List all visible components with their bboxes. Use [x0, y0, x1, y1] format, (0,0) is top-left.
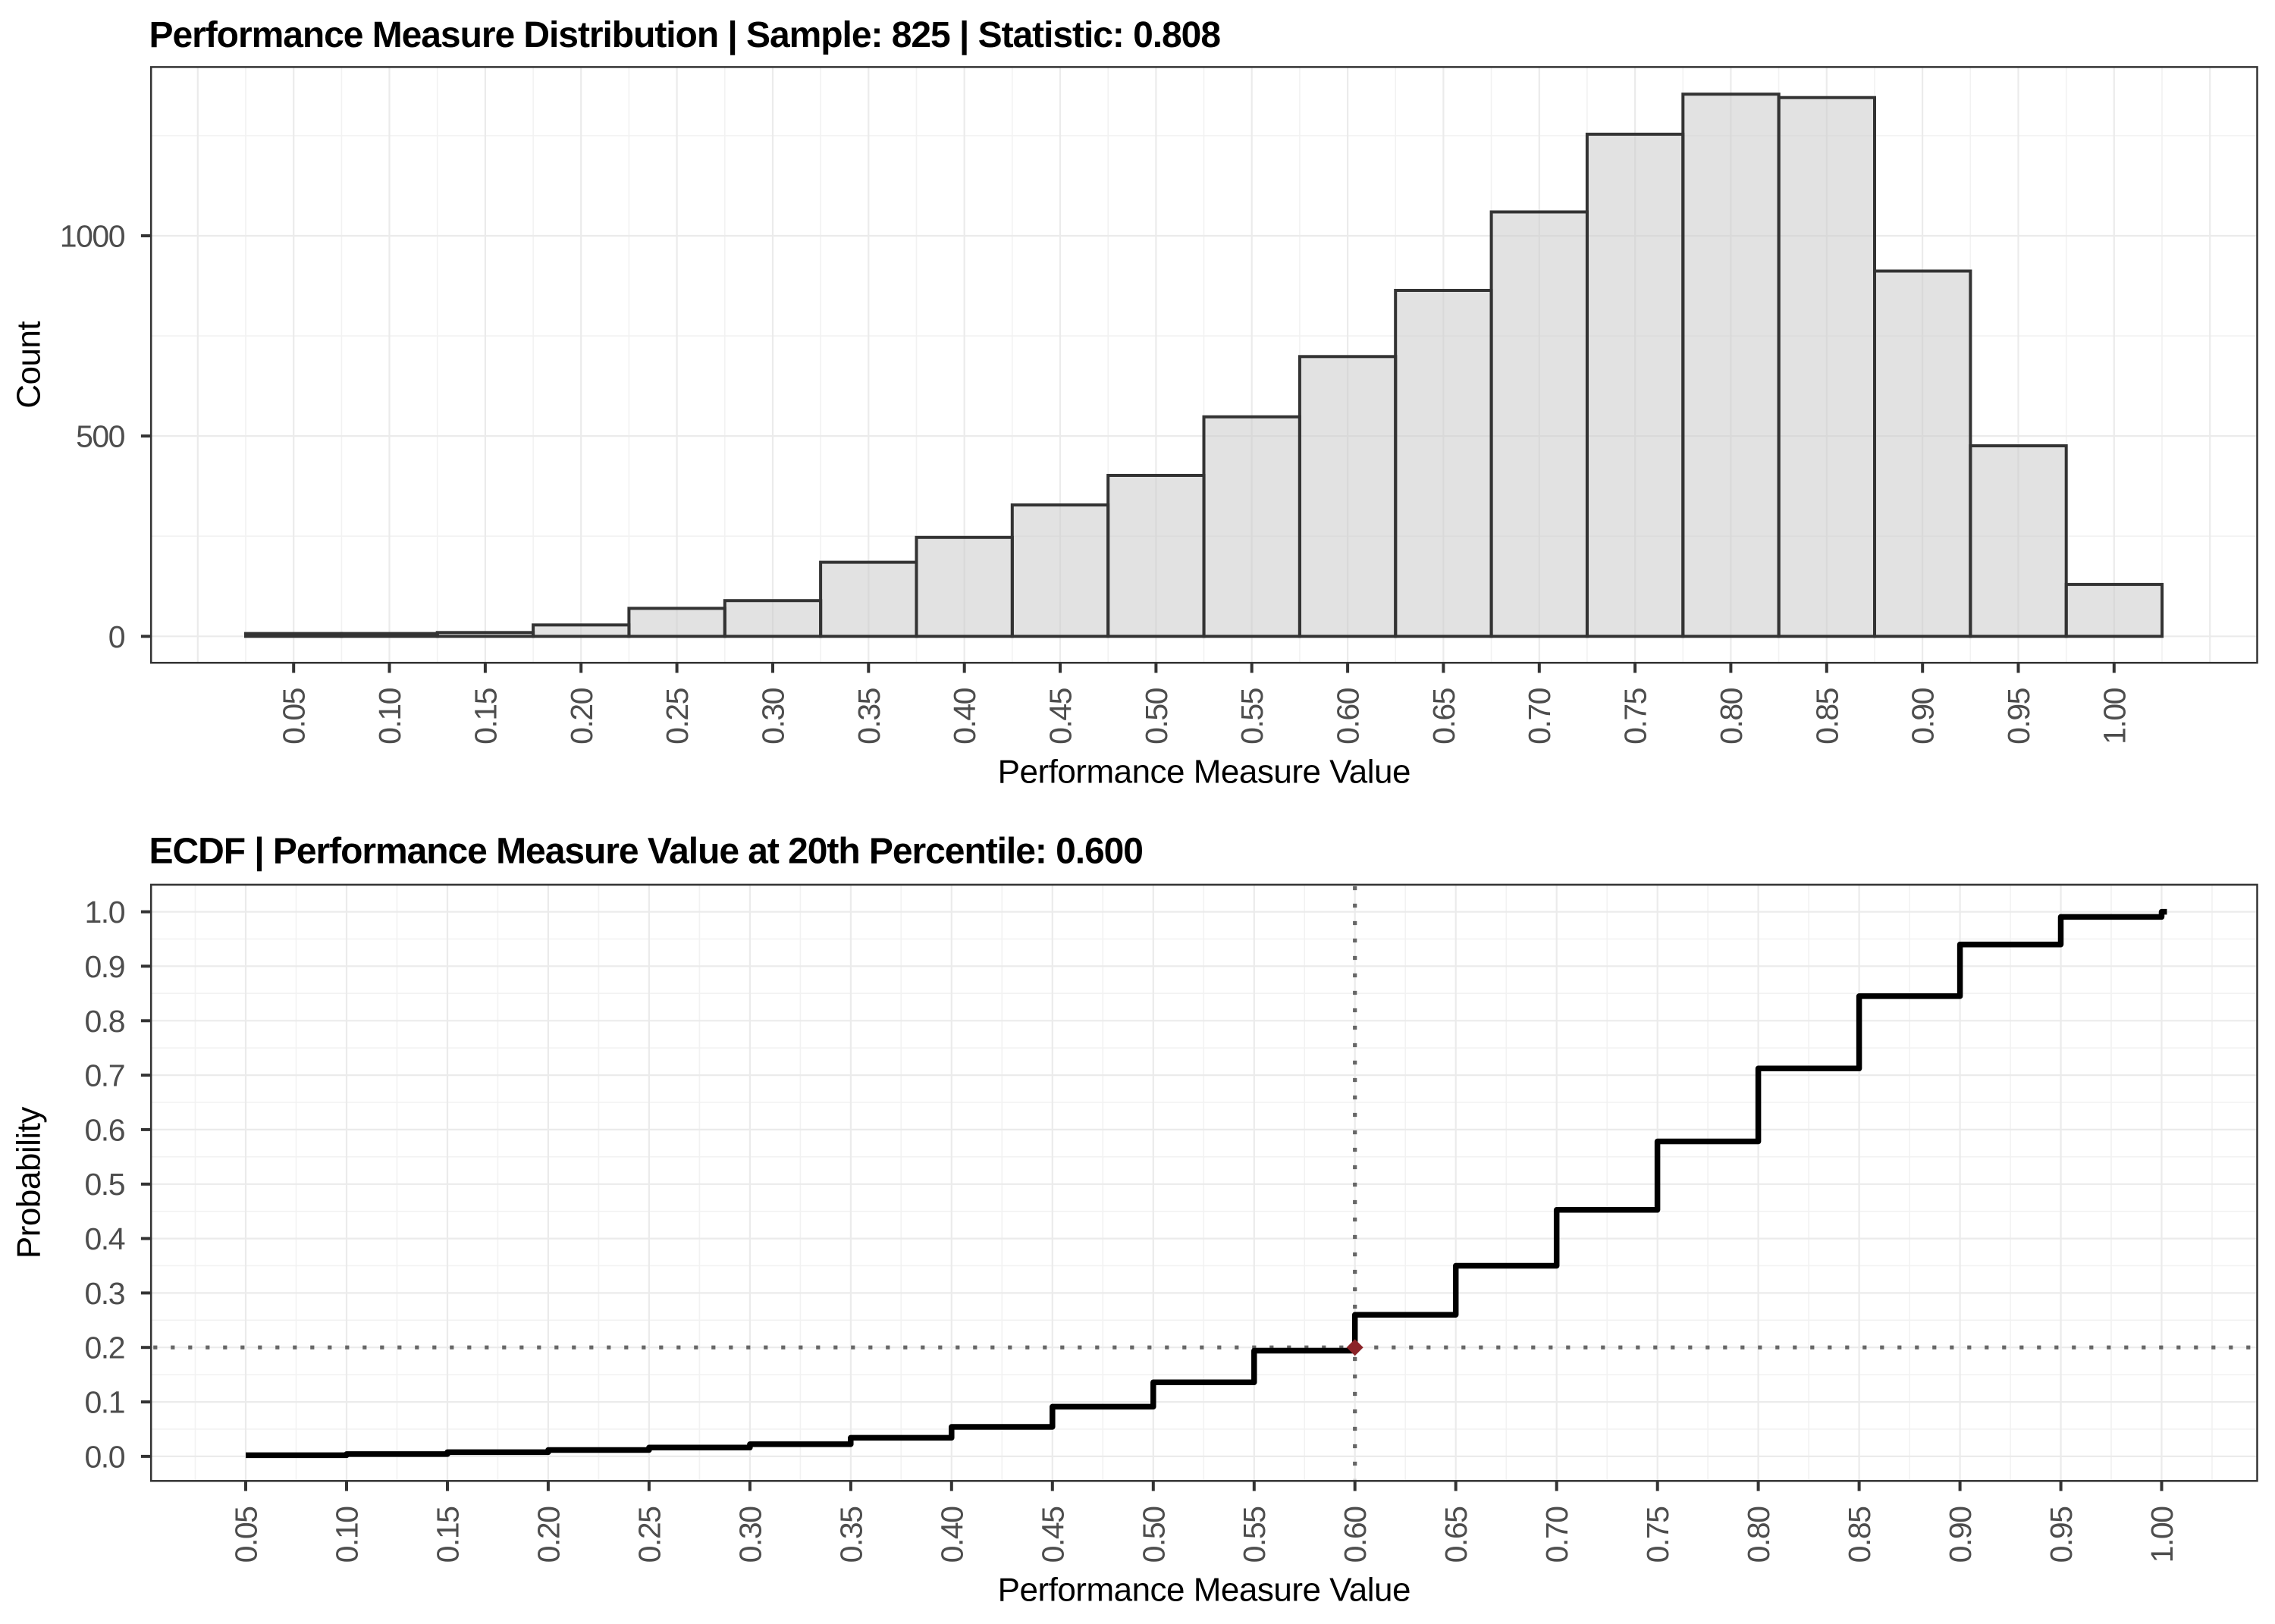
svg-text:0.55: 0.55 — [1237, 1506, 1272, 1563]
svg-text:0.55: 0.55 — [1235, 688, 1269, 744]
svg-text:0.05: 0.05 — [229, 1506, 264, 1563]
svg-text:0.75: 0.75 — [1640, 1506, 1675, 1563]
svg-text:0.45: 0.45 — [1043, 688, 1078, 744]
svg-text:0.8: 0.8 — [85, 1004, 125, 1039]
svg-text:0.30: 0.30 — [756, 688, 791, 744]
svg-text:0.70: 0.70 — [1522, 688, 1557, 744]
svg-text:0.10: 0.10 — [372, 688, 407, 744]
svg-text:0.90: 0.90 — [1906, 688, 1941, 744]
svg-text:1.00: 1.00 — [2097, 688, 2132, 744]
svg-text:0.35: 0.35 — [852, 688, 886, 744]
svg-text:1000: 1000 — [60, 219, 125, 254]
svg-text:0.90: 0.90 — [1943, 1506, 1978, 1563]
svg-text:Performance Measure Distributi: Performance Measure Distribution | Sampl… — [149, 15, 1221, 55]
svg-text:0.6: 0.6 — [85, 1112, 125, 1147]
svg-text:0.0: 0.0 — [85, 1439, 125, 1474]
svg-text:1.00: 1.00 — [2145, 1506, 2179, 1563]
svg-text:0.80: 0.80 — [1714, 688, 1749, 744]
svg-text:0.20: 0.20 — [564, 688, 599, 744]
svg-text:0: 0 — [108, 619, 125, 654]
svg-text:0.25: 0.25 — [660, 688, 695, 744]
svg-text:0.95: 0.95 — [2044, 1506, 2079, 1563]
svg-text:0.9: 0.9 — [85, 949, 125, 984]
svg-text:0.4: 0.4 — [85, 1221, 125, 1256]
svg-text:0.65: 0.65 — [1439, 1506, 1473, 1563]
svg-text:0.15: 0.15 — [431, 1506, 466, 1563]
svg-text:0.50: 0.50 — [1136, 1506, 1171, 1563]
svg-text:0.40: 0.40 — [934, 1506, 969, 1563]
svg-text:0.45: 0.45 — [1035, 1506, 1070, 1563]
svg-text:0.5: 0.5 — [85, 1167, 125, 1202]
svg-text:Probability: Probability — [10, 1107, 47, 1259]
svg-text:0.60: 0.60 — [1331, 688, 1366, 744]
svg-text:0.60: 0.60 — [1338, 1506, 1373, 1563]
svg-text:0.85: 0.85 — [1809, 688, 1844, 744]
svg-text:1.0: 1.0 — [85, 895, 125, 930]
svg-text:ECDF | Performance Measure Val: ECDF | Performance Measure Value at 20th… — [149, 832, 1143, 872]
svg-text:0.10: 0.10 — [330, 1506, 365, 1563]
svg-text:0.40: 0.40 — [947, 688, 982, 744]
svg-text:Performance Measure Value: Performance Measure Value — [998, 1572, 1410, 1609]
svg-text:0.35: 0.35 — [833, 1506, 868, 1563]
svg-text:0.70: 0.70 — [1539, 1506, 1574, 1563]
svg-text:0.25: 0.25 — [632, 1506, 667, 1563]
svg-text:0.20: 0.20 — [531, 1506, 566, 1563]
svg-text:0.65: 0.65 — [1426, 688, 1461, 744]
svg-text:0.50: 0.50 — [1139, 688, 1174, 744]
svg-text:0.1: 0.1 — [85, 1385, 125, 1420]
svg-text:0.95: 0.95 — [2001, 688, 2036, 744]
svg-text:0.3: 0.3 — [85, 1276, 125, 1311]
svg-text:Performance Measure Value: Performance Measure Value — [998, 754, 1410, 791]
svg-text:0.75: 0.75 — [1618, 688, 1653, 744]
svg-text:0.15: 0.15 — [468, 688, 503, 744]
svg-text:0.7: 0.7 — [85, 1058, 125, 1093]
svg-text:0.85: 0.85 — [1842, 1506, 1877, 1563]
svg-text:0.2: 0.2 — [85, 1331, 125, 1365]
svg-text:0.05: 0.05 — [277, 688, 312, 744]
svg-text:0.30: 0.30 — [733, 1506, 767, 1563]
svg-text:0.80: 0.80 — [1741, 1506, 1776, 1563]
svg-text:Count: Count — [10, 321, 47, 409]
svg-text:500: 500 — [76, 419, 125, 454]
